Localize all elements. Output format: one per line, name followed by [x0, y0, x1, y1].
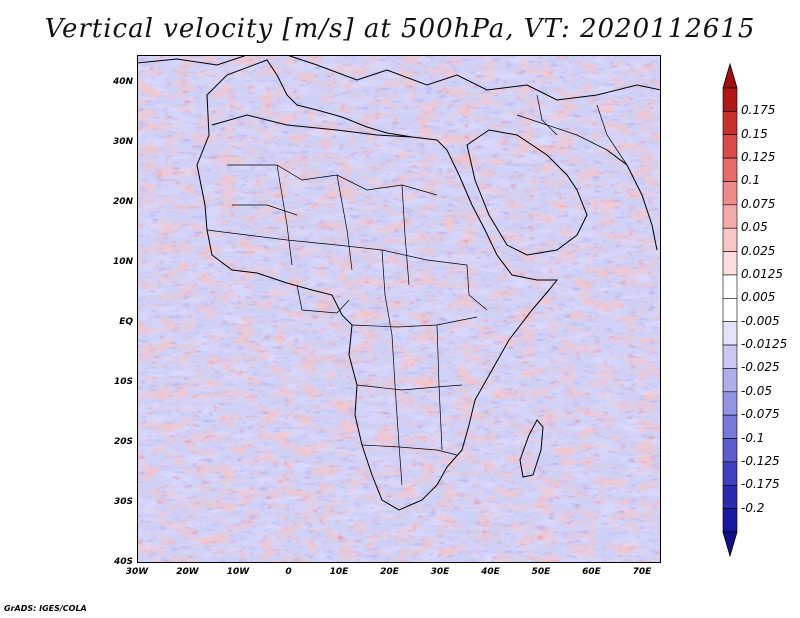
colorbar-tick-label: 0.15 [741, 126, 768, 141]
colorbar-tick-label: -0.175 [741, 477, 780, 492]
lon-tick-label: 10E [329, 567, 349, 577]
arabia-coastline [466, 129, 588, 256]
lat-tick-label: 20S [113, 437, 133, 447]
colorbar-tick-label: -0.1 [741, 430, 765, 445]
lon-tick-label: 30W [125, 567, 149, 577]
colorbar-swatch [722, 508, 738, 533]
mediterranean-coast [211, 114, 413, 138]
colorbar-swatch [722, 204, 738, 229]
lon-tick-label: 0 [285, 567, 292, 577]
colorbar-swatch [722, 438, 738, 463]
lon-tick-label: 30E [430, 567, 450, 577]
colorbar-swatch [722, 274, 738, 299]
colorbar-tick-label: -0.125 [741, 453, 780, 468]
colorbar-tick-label: 0.05 [741, 220, 768, 235]
colorbar-tick-label: 0.1 [741, 173, 761, 188]
colorbar-swatch [722, 391, 738, 416]
velocity-map [137, 55, 661, 563]
lat-tick-label: 30S [113, 497, 133, 507]
colorbar-swatch [722, 321, 738, 346]
footer-credit: GrADS: IGES/COLA [4, 604, 87, 613]
colorbar-tick-label: -0.0125 [741, 337, 788, 352]
colorbar-tick-label: 0.125 [741, 150, 776, 165]
colorbar-tick-label: 0.075 [741, 196, 776, 211]
colorbar-swatch [722, 298, 738, 322]
madagascar-coastline [519, 419, 544, 478]
colorbar-tick-label: -0.025 [741, 360, 780, 375]
colorbar-swatch [722, 227, 738, 252]
coastlines [137, 55, 661, 511]
colorbar-tick-label: -0.005 [741, 313, 780, 328]
colorbar-swatch [722, 181, 738, 206]
lon-tick-label: 20E [380, 567, 399, 577]
india-coastline [606, 149, 658, 251]
lon-tick-label: 50E [531, 567, 551, 577]
lon-tick-label: 10W [226, 567, 250, 577]
colorbar-tick-label: -0.05 [741, 383, 773, 398]
lat-tick-label: 40N [112, 77, 133, 87]
africa-coastline [196, 59, 559, 511]
lat-tick-label: 40S [113, 557, 133, 567]
colorbar-top-arrow [722, 62, 738, 89]
country-borders [206, 94, 628, 486]
colorbar-tick-label: 0.025 [741, 243, 776, 258]
colorbar-swatch [722, 484, 738, 509]
lon-tick-label: 60E [582, 567, 601, 577]
colorbar-tick-label: 0.005 [741, 290, 776, 305]
lon-tick-label: 40E [481, 567, 500, 577]
colorbar-swatch [722, 111, 738, 136]
colorbar-tick-label: -0.2 [741, 500, 765, 515]
colorbar-swatch [722, 157, 738, 182]
lat-tick-label: 10S [113, 377, 133, 387]
colorbar-bottom-arrow [722, 531, 738, 558]
lon-tick-label: 70E [632, 567, 652, 577]
lat-tick-label: EQ [119, 317, 133, 327]
colorbar-swatch [722, 461, 738, 486]
europe-coastline [137, 55, 661, 101]
colorbar-swatch [722, 87, 738, 112]
colorbar-swatch [722, 368, 738, 393]
map-title: Vertical velocity [m/s] at 500hPa, VT: 2… [44, 14, 756, 44]
colorbar-tick-label: 0.0125 [741, 266, 783, 281]
colorbar-swatch [722, 344, 738, 369]
lon-tick-label: 20W [176, 567, 199, 577]
field-noise-red-strong [137, 55, 661, 563]
colorbar-tick-label: 0.175 [741, 103, 776, 118]
lat-tick-label: 10N [112, 257, 133, 267]
colorbar-swatch [722, 251, 738, 276]
colorbar-swatch [722, 414, 738, 439]
colorbar-tick-label: -0.075 [741, 407, 780, 422]
colorbar-swatch [722, 134, 738, 159]
lat-tick-label: 20N [112, 197, 133, 207]
lat-tick-label: 30N [112, 137, 133, 147]
